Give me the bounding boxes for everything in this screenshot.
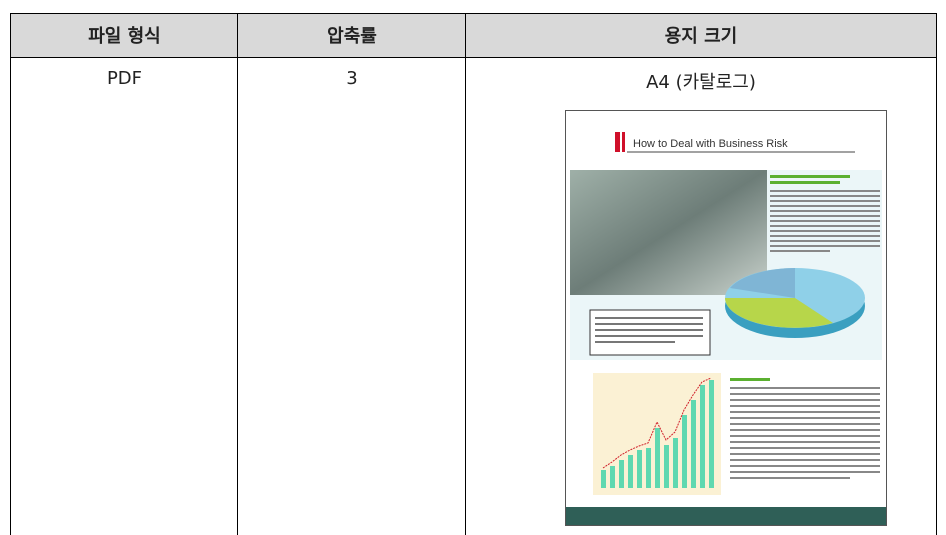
catalog-thumbnail: How to Deal with Business Risk — [565, 110, 887, 526]
photo — [570, 170, 767, 295]
title-mark — [615, 132, 620, 152]
header-cell: 용지 크기 — [465, 13, 937, 58]
table-cell: 3 — [237, 58, 466, 535]
page: 파일 형식 압축률 용지 크기 PDF 3 A4 (카탈로그) How to D… — [0, 0, 946, 535]
footer-band — [566, 507, 886, 525]
title-mark — [622, 132, 625, 152]
callout — [590, 310, 710, 355]
header-cell: 압축률 — [237, 13, 466, 58]
table-cell: PDF — [10, 58, 238, 535]
header-cell: 파일 형식 — [10, 13, 238, 58]
thumb-title: How to Deal with Business Risk — [633, 138, 788, 150]
